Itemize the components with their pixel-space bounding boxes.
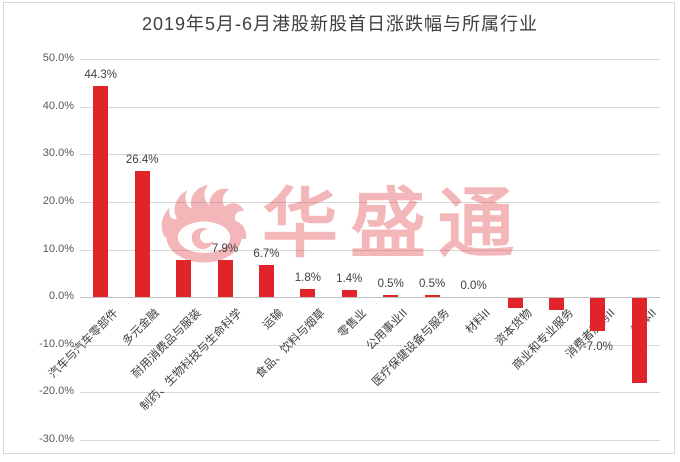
bar-value-label: 1.4% (336, 273, 363, 286)
bar (258, 265, 274, 298)
gridline (80, 392, 660, 394)
bar-value-label: 6.7% (253, 248, 280, 261)
gridline (80, 59, 660, 60)
y-axis-tick-label: 0.0% (48, 290, 74, 303)
bar-value-label: 44.3% (84, 69, 117, 82)
gridline (80, 154, 660, 156)
bar (507, 298, 523, 308)
bar (134, 171, 150, 298)
bar (176, 259, 192, 298)
y-axis-tick-label: 20.0% (42, 194, 74, 207)
gridline (80, 440, 660, 441)
zero-axis-line (80, 297, 660, 299)
bar (548, 298, 564, 310)
bar (590, 298, 606, 332)
y-axis-tick-label: -10.0% (39, 337, 74, 350)
y-axis-tick-label: 50.0% (42, 52, 74, 64)
bar (424, 294, 440, 298)
y-axis-tick-label: 10.0% (42, 242, 74, 255)
gridline (80, 106, 660, 108)
bar (300, 288, 316, 298)
y-axis-tick-label: 40.0% (42, 99, 74, 112)
bar-value-label: -7.0% (582, 341, 613, 354)
bar (341, 290, 357, 298)
bar (383, 294, 399, 298)
chart-frame (3, 2, 675, 454)
gridline (80, 249, 660, 251)
y-axis-tick-label: 30.0% (42, 147, 74, 160)
bar-value-label: 26.4% (125, 154, 159, 167)
gridline (80, 344, 660, 346)
bar (631, 298, 647, 383)
bar-value-label: 0.0% (460, 280, 487, 293)
y-axis-tick-label: -30.0% (39, 433, 74, 445)
bar-value-label: 0.5% (377, 277, 404, 290)
bar-value-label: 1.8% (294, 271, 321, 284)
bar (217, 259, 233, 298)
bar-value-label: 7.9% (211, 242, 239, 255)
chart-title: 2019年5月-6月港股新股首日涨跌幅与所属行业 (141, 14, 539, 34)
bar (93, 86, 109, 298)
bar-value-label: 0.5% (419, 277, 446, 290)
y-axis-tick-label: -20.0% (39, 385, 74, 398)
gridline (80, 201, 660, 203)
